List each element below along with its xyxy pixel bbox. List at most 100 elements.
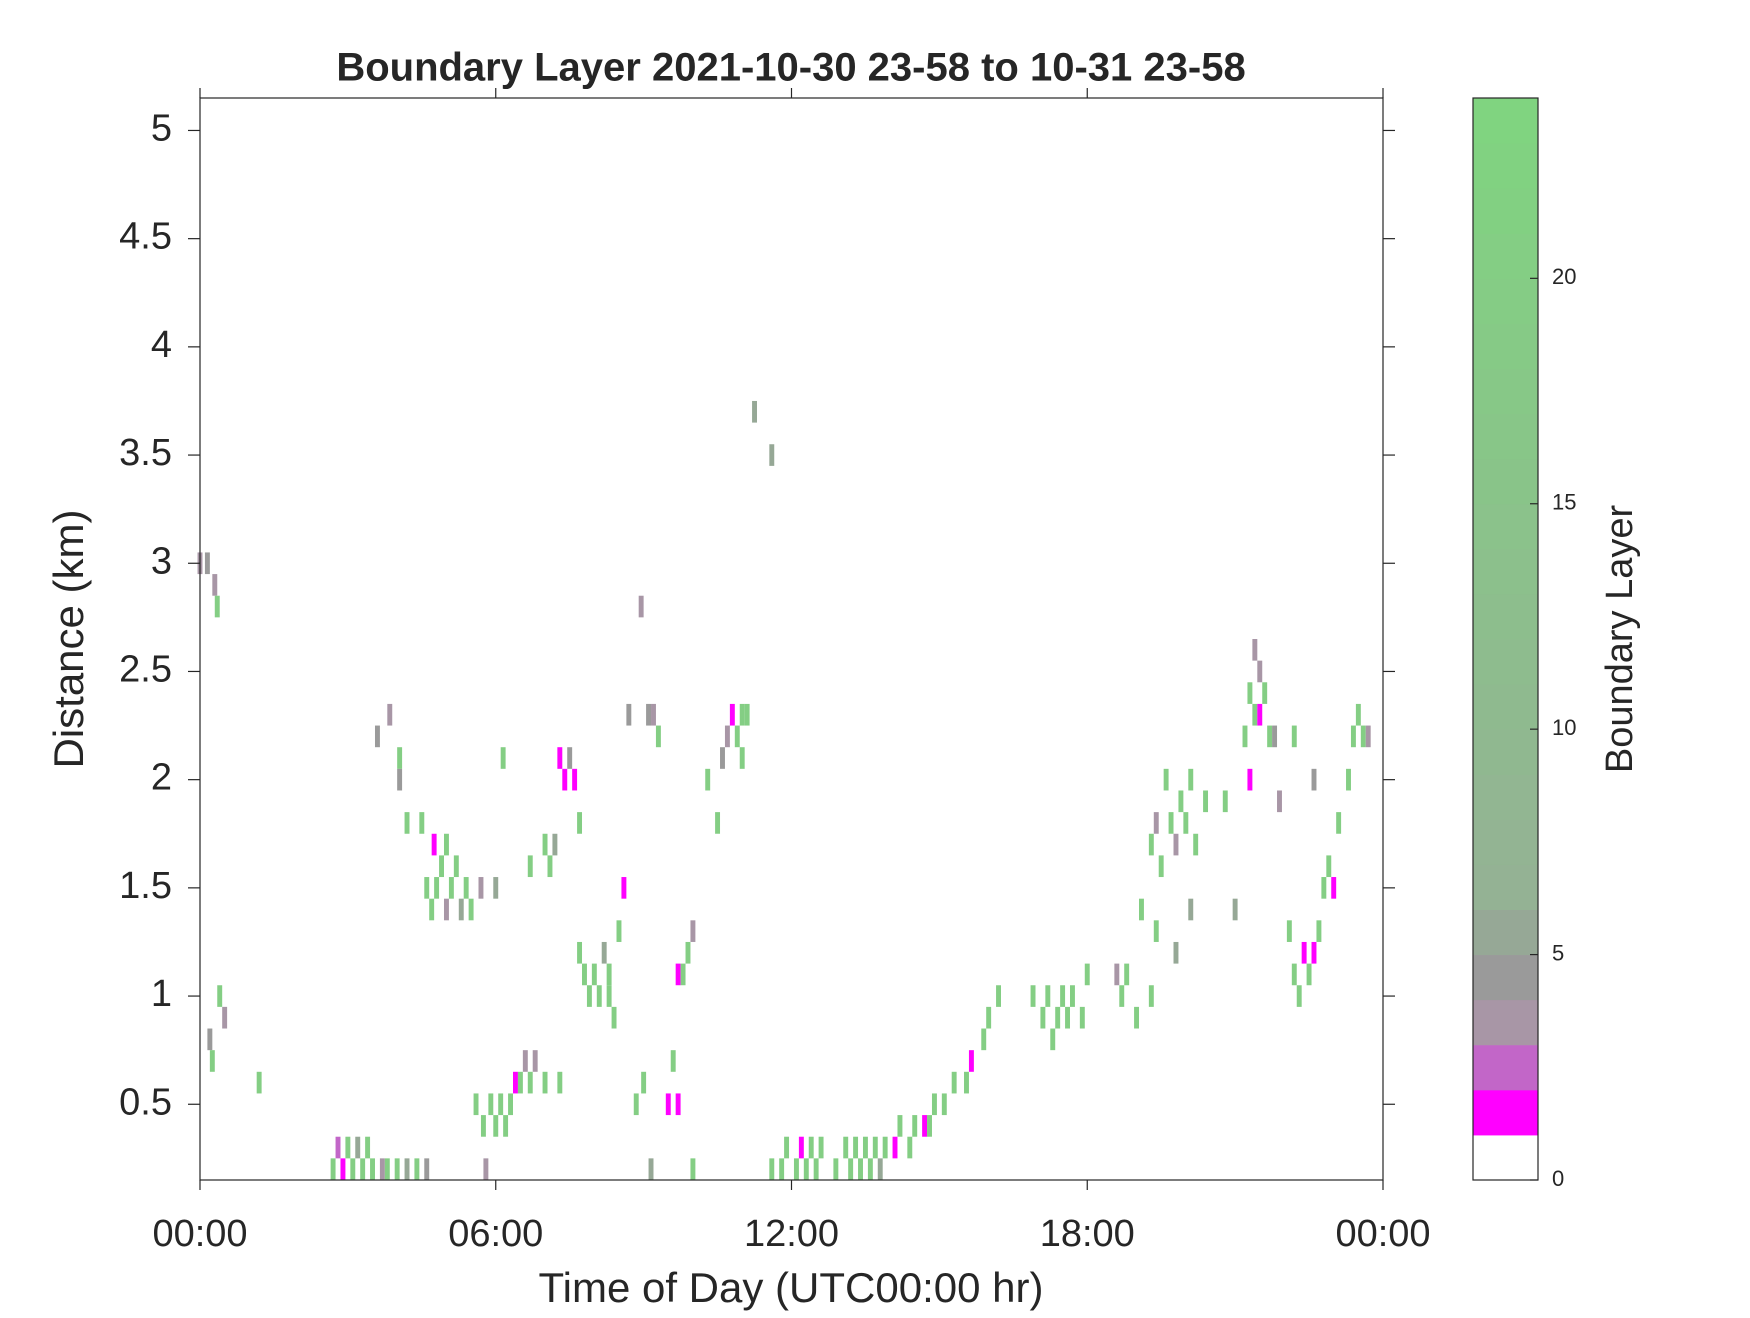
heatmap-cell — [1350, 725, 1356, 748]
heatmap-cell — [1060, 985, 1066, 1007]
x-axis-label: Time of Day (UTC00:00 hr) — [539, 1264, 1044, 1311]
heatmap-cell — [1124, 963, 1130, 986]
y-tick-label: 2.5 — [119, 648, 172, 690]
heatmap-cell — [1040, 1006, 1046, 1029]
heatmap-cell — [547, 855, 553, 878]
heatmap-cell — [1247, 682, 1253, 704]
heatmap-cell — [1079, 1006, 1085, 1029]
colorbar-band — [1473, 323, 1538, 369]
heatmap-cell — [443, 833, 449, 856]
heatmap-cell — [941, 1093, 947, 1116]
y-tick-label: 4.5 — [119, 216, 172, 258]
heatmap-cell — [1193, 833, 1199, 856]
heatmap-cell — [848, 1158, 854, 1180]
heatmap-cell — [387, 703, 393, 726]
x-tick-label: 00:00 — [1335, 1213, 1430, 1255]
heatmap-cell — [784, 1136, 790, 1159]
y-tick-label: 4 — [151, 324, 172, 366]
heatmap-cell — [557, 1071, 563, 1094]
heatmap-cell — [463, 877, 469, 899]
heatmap-cell — [1242, 725, 1248, 748]
heatmap-cell — [557, 747, 563, 769]
heatmap-cell — [503, 1115, 509, 1137]
heatmap-cell — [513, 1071, 518, 1094]
heatmap-cell — [818, 1136, 824, 1159]
colorbar-band — [1473, 278, 1538, 324]
heatmap-cell — [1296, 985, 1302, 1007]
heatmap-cell — [752, 400, 757, 423]
heatmap-cell — [1203, 790, 1209, 813]
heatmap-cell — [498, 1093, 504, 1116]
heatmap-cell — [1045, 985, 1051, 1007]
heatmap-cell — [685, 941, 691, 964]
heatmap-cell — [1232, 898, 1238, 921]
heatmap-cell — [665, 1093, 671, 1116]
y-tick-label: 5 — [151, 107, 172, 149]
heatmap-cell — [1153, 812, 1159, 834]
heatmap-cell — [690, 920, 696, 942]
heatmap-cell — [1114, 963, 1120, 986]
colorbar-tick-label: 20 — [1552, 264, 1576, 289]
colorbar-tick-label: 5 — [1552, 940, 1564, 965]
chart-title: Boundary Layer 2021-10-30 23-58 to 10-31… — [336, 46, 1245, 90]
heatmap-cell — [1286, 920, 1292, 942]
heatmap-cell — [397, 768, 403, 791]
heatmap-cell — [419, 812, 425, 834]
heatmap-cell — [853, 1136, 859, 1159]
heatmap-cell — [951, 1071, 957, 1094]
heatmap-cell — [1301, 941, 1307, 964]
heatmap-cell — [616, 920, 622, 942]
heatmap-cell — [641, 1071, 647, 1094]
heatmap-cell — [212, 574, 218, 596]
heatmap-cell — [675, 963, 681, 986]
heatmap-cell — [397, 747, 403, 769]
heatmap-cell — [675, 1093, 681, 1116]
heatmap-cell — [1050, 1028, 1056, 1051]
heatmap-cell — [1262, 682, 1268, 704]
heatmap-cell — [621, 877, 627, 899]
colorbar-band — [1473, 1089, 1538, 1136]
colorbar-band — [1473, 864, 1538, 910]
heatmap-cell — [1257, 660, 1263, 683]
heatmap-cell — [1148, 985, 1154, 1007]
heatmap-cell — [1365, 725, 1371, 748]
heatmap-cell — [586, 985, 592, 1007]
heatmap-cell — [1158, 855, 1164, 878]
heatmap-cell — [872, 1136, 878, 1159]
heatmap-cell — [808, 1136, 814, 1159]
x-tick-label: 06:00 — [448, 1213, 543, 1255]
heatmap-cell — [542, 1071, 548, 1094]
heatmap-cell — [986, 1006, 992, 1029]
heatmap-cell — [606, 963, 612, 986]
heatmap-cell — [483, 1158, 489, 1180]
heatmap-cell — [922, 1115, 928, 1137]
heatmap-cell — [606, 985, 612, 1007]
heatmap-cell — [690, 1158, 696, 1180]
heatmap-cell — [448, 877, 454, 899]
heatmap-cell — [1153, 920, 1159, 942]
heatmap-cell — [404, 812, 410, 834]
heatmap-cell — [374, 725, 380, 748]
colorbar-band — [1473, 413, 1538, 460]
heatmap-cell — [1306, 963, 1312, 986]
heatmap-cell — [404, 1158, 410, 1180]
heatmap-cell — [769, 1158, 775, 1180]
heatmap-cell — [360, 1158, 366, 1180]
heatmap-cell — [577, 941, 583, 964]
heatmap-cell — [439, 855, 444, 878]
heatmap-cell — [468, 898, 474, 921]
heatmap-cell — [1134, 1006, 1140, 1029]
heatmap-cell — [1311, 941, 1317, 964]
heatmap-cell — [1311, 768, 1317, 791]
heatmap-cell — [431, 833, 437, 856]
heatmap-cell — [394, 1158, 400, 1180]
heatmap-cell — [1272, 725, 1278, 748]
heatmap-cell — [1257, 703, 1263, 726]
heatmap-cell — [720, 747, 725, 769]
heatmap-cell — [724, 725, 730, 748]
colorbar-label: Boundary Layer — [1599, 505, 1641, 774]
heatmap-cell — [453, 855, 459, 878]
heatmap-cell — [1252, 703, 1258, 726]
heatmap-cell — [567, 747, 573, 769]
